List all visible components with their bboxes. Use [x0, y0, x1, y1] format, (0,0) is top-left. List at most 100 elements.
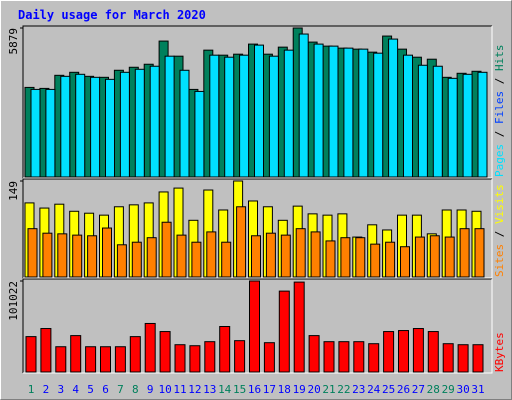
bar — [370, 243, 381, 278]
plot-frame-light — [23, 179, 493, 279]
bar — [131, 241, 142, 278]
bar — [385, 241, 396, 278]
x-tick-label: 3 — [57, 383, 64, 396]
x-tick-label: 27 — [412, 383, 425, 396]
bar — [27, 228, 38, 278]
bar — [308, 335, 320, 373]
bar — [343, 47, 354, 178]
x-tick-label: 22 — [337, 383, 350, 396]
x-tick-label: 2 — [43, 383, 50, 396]
x-tick-label: 10 — [158, 383, 171, 396]
bar — [90, 76, 101, 178]
bar — [85, 346, 97, 373]
bar — [472, 344, 484, 373]
plot-frame-light — [23, 26, 493, 179]
bar — [219, 326, 231, 373]
x-tick-label: 11 — [173, 383, 186, 396]
x-tick-label: 31 — [471, 383, 484, 396]
legend-separator: / — [493, 224, 506, 244]
bar — [159, 331, 171, 373]
bar — [373, 52, 384, 178]
x-tick-label: 14 — [218, 383, 232, 396]
plot-frame-dark — [22, 178, 492, 278]
legend-entry: Visits — [493, 184, 506, 224]
legend-entry: Pages — [493, 144, 506, 177]
plot-frame-dark — [22, 278, 492, 373]
legend: Sites / Visits — [493, 184, 506, 277]
bar — [355, 237, 366, 278]
x-tick-label: 6 — [102, 383, 109, 396]
bar — [338, 341, 350, 373]
bar — [164, 55, 175, 178]
bar — [444, 236, 455, 278]
bar — [383, 331, 395, 373]
x-tick-label: 16 — [248, 383, 261, 396]
bar — [254, 44, 264, 178]
bar — [191, 241, 202, 278]
x-tick-label: 12 — [188, 383, 201, 396]
bar — [265, 232, 276, 278]
bar — [263, 342, 275, 373]
bar — [194, 90, 205, 178]
bar — [100, 346, 111, 373]
x-tick-label: 19 — [293, 383, 306, 396]
bar — [328, 45, 339, 178]
bar — [236, 206, 247, 278]
plot-frame-light — [23, 279, 493, 374]
bar — [283, 49, 294, 178]
bar — [293, 281, 305, 373]
bar — [40, 328, 52, 373]
x-tick-label: 1 — [28, 383, 35, 396]
bar — [310, 231, 321, 278]
bar — [189, 345, 201, 373]
bar — [75, 73, 86, 178]
legend-separator: / — [493, 71, 506, 91]
bar — [340, 237, 351, 278]
x-tick-label: 21 — [322, 383, 335, 396]
bar — [206, 231, 217, 278]
bar — [427, 331, 439, 373]
bar — [313, 43, 324, 178]
bar — [102, 227, 112, 278]
bar — [249, 280, 260, 373]
x-tick-label: 13 — [203, 383, 216, 396]
bar — [432, 65, 443, 178]
bar — [116, 244, 127, 278]
bar — [42, 232, 53, 278]
bar — [251, 235, 261, 278]
x-tick-label: 25 — [382, 383, 395, 396]
bar — [459, 228, 470, 278]
y-tick-label: 101022 — [7, 281, 20, 321]
bar — [325, 240, 336, 278]
bar — [221, 241, 232, 278]
legend-entry: Files — [493, 91, 506, 124]
bar — [25, 336, 37, 373]
x-tick-label: 20 — [307, 383, 320, 396]
x-tick-label: 15 — [233, 383, 246, 396]
bar — [105, 78, 115, 178]
bar — [412, 328, 424, 373]
bar — [447, 77, 458, 178]
x-tick-label: 24 — [367, 383, 381, 396]
legend: Pages / Files / Hits — [493, 45, 506, 178]
bar — [60, 75, 71, 178]
bar — [280, 234, 291, 278]
y-tick-label: 5879 — [7, 28, 20, 55]
bar — [72, 234, 83, 278]
bar — [149, 65, 160, 178]
x-tick-label: 8 — [132, 383, 139, 396]
x-tick-label: 7 — [117, 383, 124, 396]
bar — [442, 343, 454, 373]
bar — [398, 330, 409, 373]
bar — [457, 344, 469, 373]
x-tick-label: 30 — [456, 383, 469, 396]
bar — [388, 38, 399, 178]
bar — [134, 68, 145, 178]
bar — [358, 48, 369, 178]
bar — [114, 346, 126, 373]
bar — [429, 235, 440, 278]
bar — [129, 336, 141, 373]
x-tick-label: 17 — [263, 383, 276, 396]
